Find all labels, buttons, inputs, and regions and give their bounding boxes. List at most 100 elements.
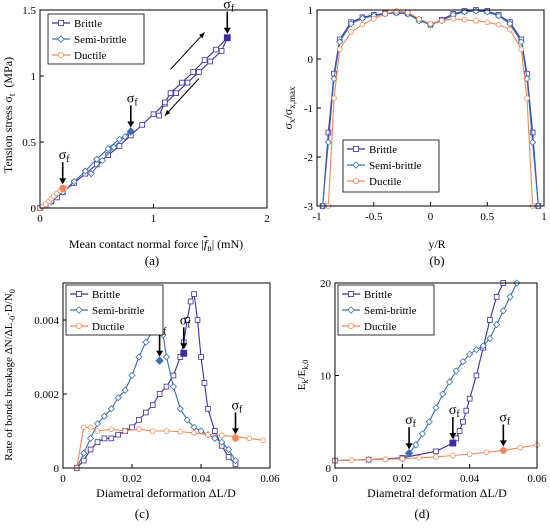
series-line-semi-brittle — [76, 318, 236, 469]
annotations: σf σf σf — [404, 403, 511, 458]
data-point — [432, 404, 440, 412]
data-point — [499, 307, 507, 315]
data-point — [518, 46, 525, 52]
failure-point — [126, 127, 135, 136]
x-tick-label: -0.5 — [365, 211, 383, 223]
legend: Brittle Semi-brittle Ductile — [342, 139, 440, 193]
y-tick-label: -2 — [304, 152, 313, 164]
data-point — [183, 416, 191, 424]
data-point — [336, 46, 343, 52]
data-point — [427, 20, 434, 27]
legend-marker — [58, 52, 65, 59]
data-point — [463, 407, 470, 414]
data-point — [358, 14, 366, 22]
data-point — [196, 69, 202, 75]
data-point — [94, 428, 101, 434]
data-point — [483, 449, 490, 456]
annotation-label: σf — [499, 410, 511, 427]
data-point — [108, 435, 115, 442]
data-point — [122, 428, 128, 434]
chart-panel-b: -1 -0.5 0 0.5 1 -3 -2 -1 0 1 Brittle Semi-brittle D… — [281, 5, 547, 268]
data-point — [479, 342, 487, 350]
y-tick-label: 0 — [54, 463, 60, 475]
annotation-arrowhead — [59, 178, 67, 185]
data-point — [116, 143, 123, 149]
data-point — [416, 455, 422, 461]
x-tick-label: 0.02 — [393, 473, 412, 485]
x-tick-label: 0.02 — [122, 473, 141, 485]
data-point — [466, 350, 474, 358]
x-tick-label: 0 — [428, 211, 434, 223]
legend-entry: Ductile — [92, 321, 124, 333]
series-group — [331, 279, 540, 465]
data-point — [348, 29, 354, 35]
data-point — [201, 380, 208, 386]
legend: Brittle Semi-brittle Ductile — [337, 284, 435, 336]
data-point — [198, 354, 204, 360]
data-point — [493, 321, 501, 329]
x-tick-label: 2 — [264, 213, 270, 225]
data-point — [176, 405, 184, 413]
legend-marker — [75, 306, 83, 314]
data-point — [211, 428, 218, 434]
data-point — [80, 449, 88, 457]
data-point — [231, 457, 240, 465]
annotations: σf σf σf — [59, 0, 235, 192]
data-point — [194, 317, 201, 323]
data-point — [121, 386, 129, 394]
annotation-arrowhead — [156, 350, 164, 357]
data-point — [484, 19, 491, 26]
data-point — [472, 346, 480, 354]
annotation-label: σf — [405, 413, 417, 430]
y-tick-label: 1.5 — [22, 5, 36, 17]
axis-ticks: -1 -0.5 0 0.5 1 -3 -2 -1 0 1 — [304, 5, 547, 223]
y-tick-label: 1 — [31, 71, 37, 83]
legend: Brittle Semi-brittle Ductile — [65, 284, 164, 336]
data-point — [87, 446, 94, 453]
x-tick-label: 0.5 — [480, 211, 494, 223]
data-point — [142, 409, 149, 416]
data-point — [162, 99, 168, 106]
panel-label: (b) — [429, 253, 444, 268]
data-point — [439, 390, 447, 398]
data-point — [325, 129, 332, 136]
direction-arrow — [170, 32, 205, 70]
y-tick-label: 0 — [326, 463, 332, 475]
y-tick-label: 0 — [308, 54, 314, 66]
direction-arrow — [164, 78, 200, 116]
x-tick-label: 0.04 — [191, 473, 211, 485]
panel-label: (d) — [414, 506, 429, 521]
plot-frame — [62, 282, 271, 469]
data-point — [331, 95, 337, 101]
annotation-arrowhead — [449, 433, 457, 440]
data-point — [139, 122, 145, 128]
data-point — [105, 152, 111, 159]
data-point — [87, 434, 95, 442]
data-point — [150, 111, 157, 118]
data-point — [507, 26, 513, 33]
annotation-label: σf — [232, 398, 244, 415]
data-point — [529, 129, 536, 136]
data-point — [416, 16, 422, 22]
legend-marker — [347, 290, 354, 297]
legend-entry: Semi-brittle — [369, 160, 422, 172]
failure-point — [59, 184, 67, 192]
legend-entry: Semi-brittle — [364, 305, 417, 317]
data-point — [98, 156, 106, 165]
annotation-arrowhead — [180, 343, 188, 350]
legend-entry: Ductile — [364, 321, 396, 333]
annotation-arrowhead — [405, 443, 413, 450]
data-point — [365, 456, 372, 463]
x-axis-label: Mean contact normal force |fn| (mN) — [69, 237, 243, 253]
data-point — [506, 293, 514, 301]
data-point — [87, 170, 95, 178]
y-tick-label: 0.002 — [34, 389, 59, 401]
data-point — [80, 457, 87, 464]
failure-point — [155, 356, 164, 365]
x-tick-label: 0.06 — [527, 473, 547, 485]
data-point — [393, 8, 400, 14]
legend-entry: Semi-brittle — [92, 305, 145, 317]
data-point — [177, 428, 184, 435]
